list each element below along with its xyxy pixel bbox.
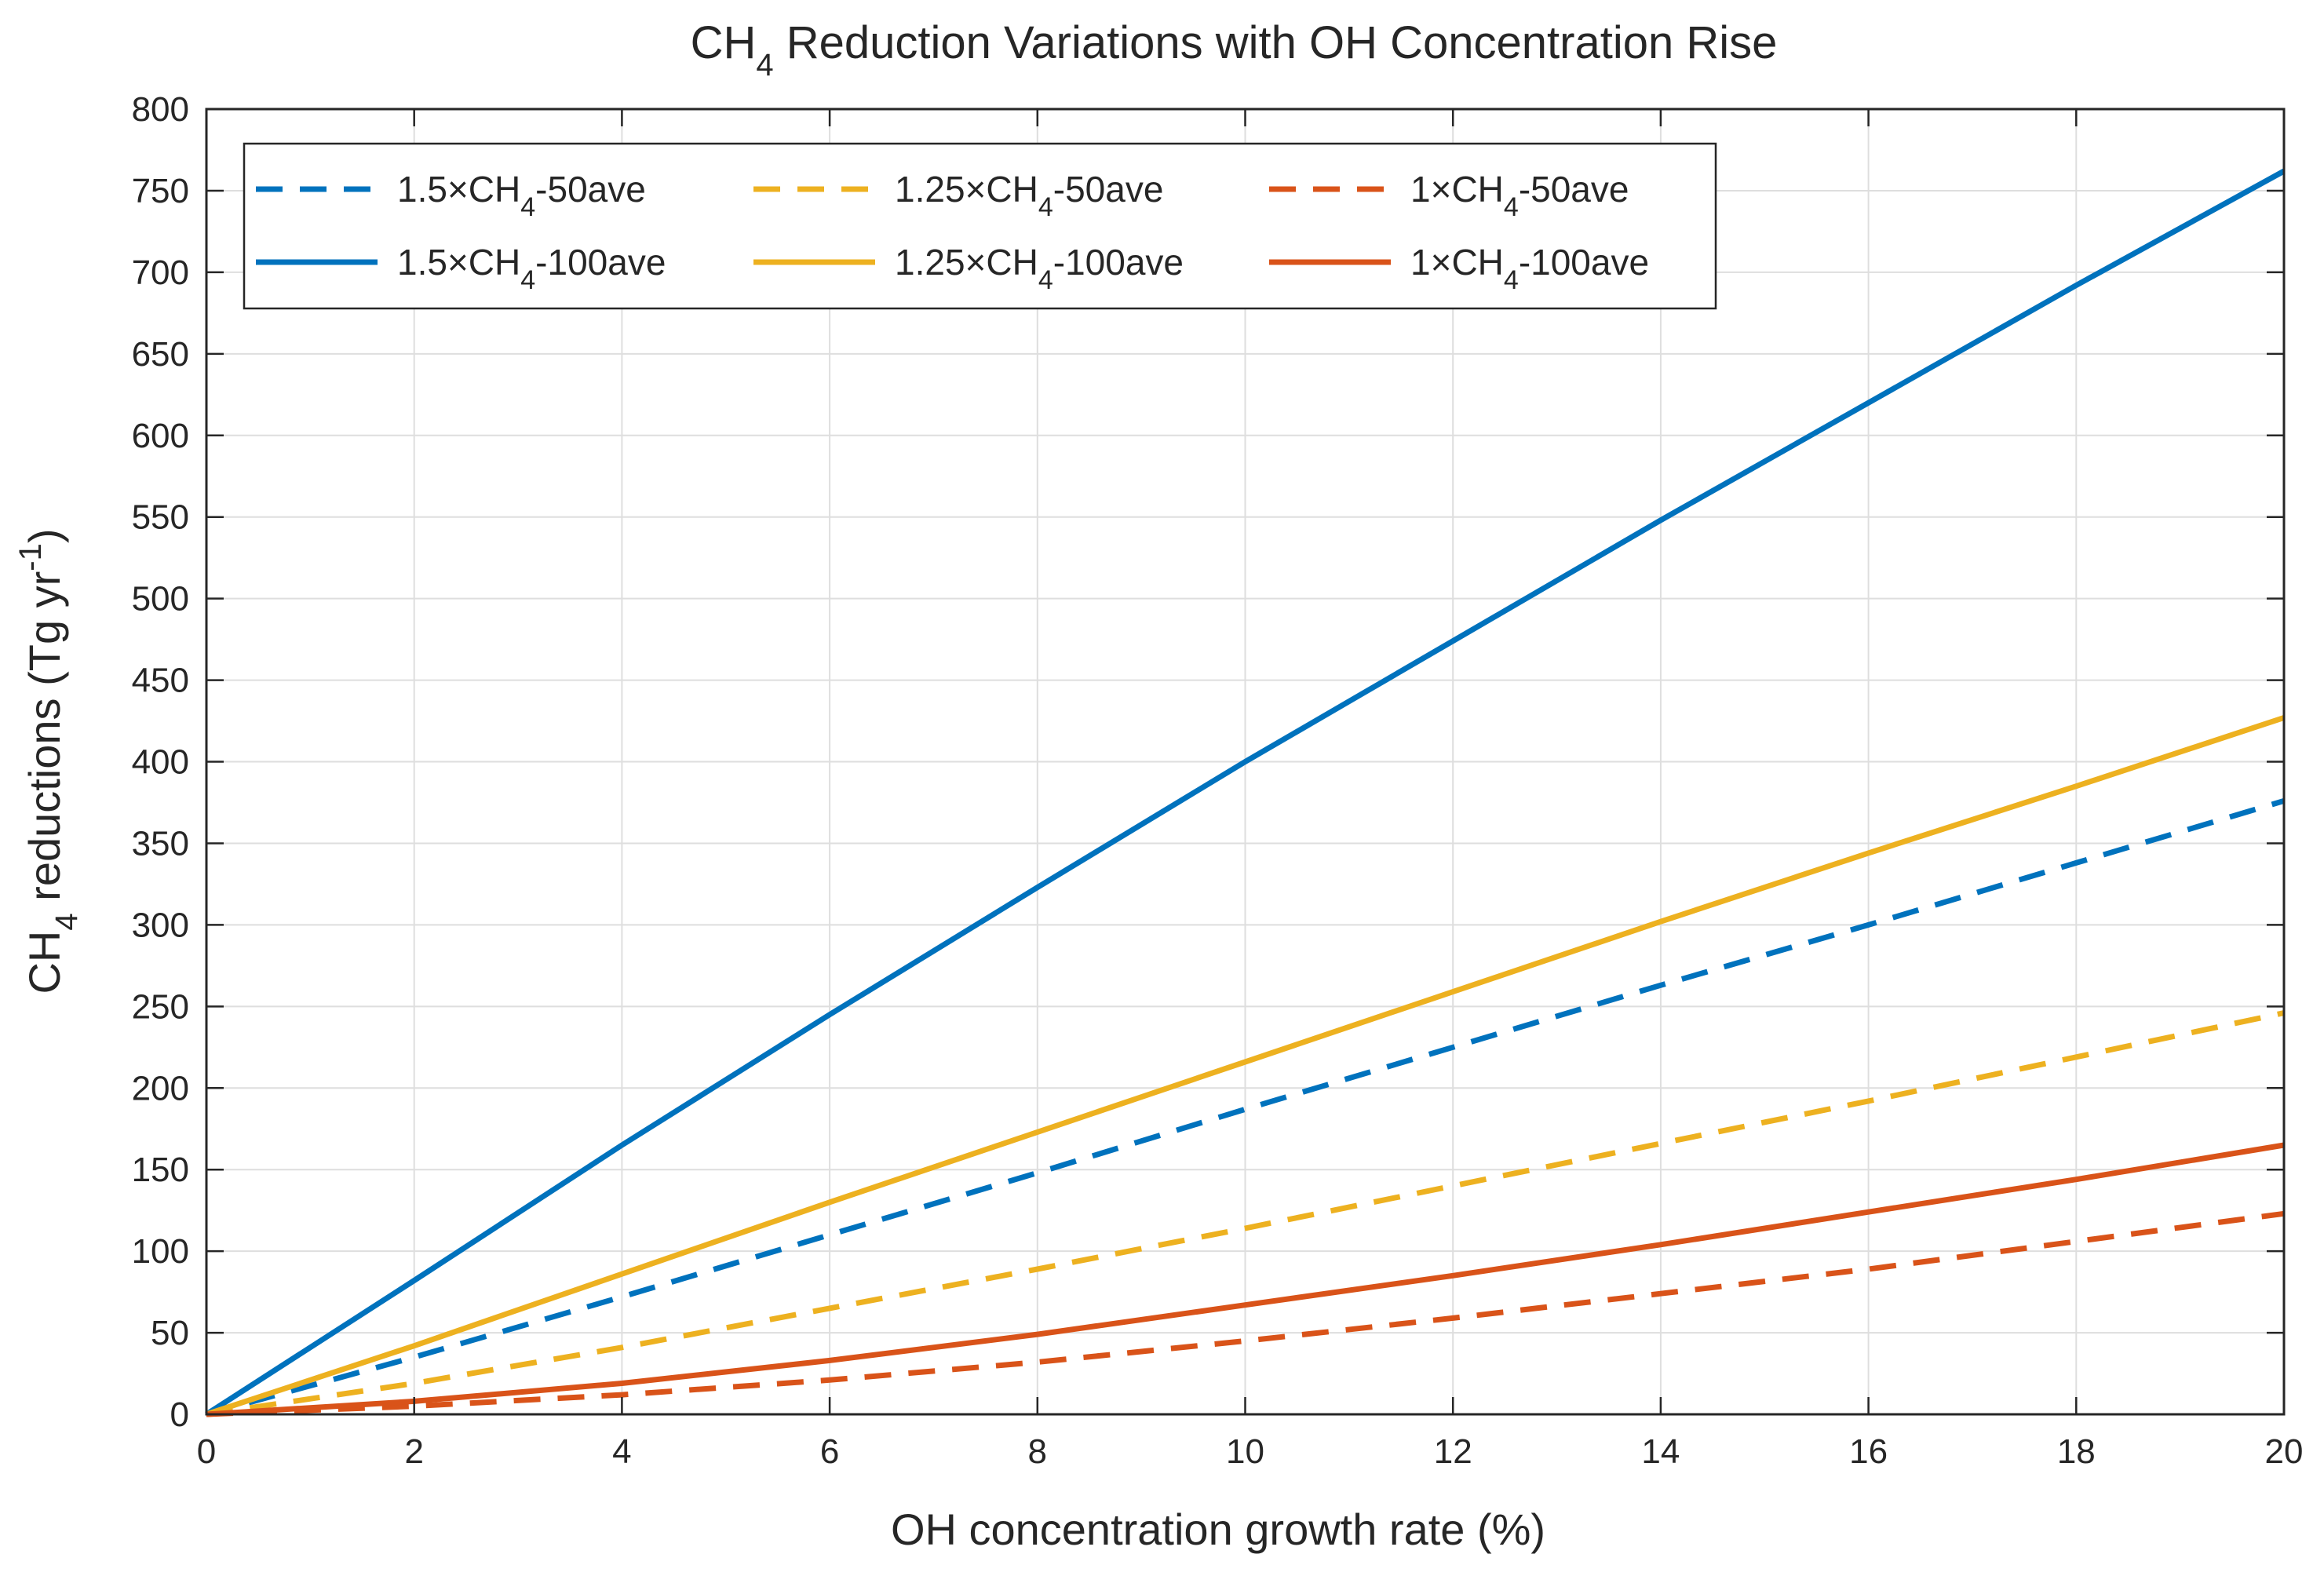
- x-tick-label: 16: [1849, 1432, 1888, 1471]
- x-tick-label: 8: [1028, 1432, 1047, 1471]
- y-tick-label: 100: [132, 1232, 189, 1271]
- y-tick-label: 800: [132, 90, 189, 129]
- x-tick-label: 12: [1434, 1432, 1472, 1471]
- series-lines: [205, 168, 2286, 1417]
- x-tick-label: 0: [197, 1432, 216, 1471]
- x-tick-label: 18: [2057, 1432, 2096, 1471]
- legend-label: 1×CH4-50ave: [1410, 169, 1629, 222]
- x-tick-label: 2: [404, 1432, 423, 1471]
- y-axis-ticks: 0 50 100 150 200 250 300 350 400 450 500 550 600 650 7…: [132, 90, 2284, 1434]
- y-tick-label: 650: [132, 335, 189, 374]
- grid: [206, 109, 2284, 1414]
- y-tick-label: 350: [132, 824, 189, 863]
- y-tick-label: 250: [132, 987, 189, 1026]
- series-line: [206, 798, 2286, 1417]
- x-axis-label: OH concentration growth rate (%): [891, 1505, 1545, 1554]
- series-line: [206, 1210, 2285, 1417]
- x-axis-ticks: 0 2 4 6 8 10 12 14 16 18 20: [197, 109, 2304, 1471]
- legend-label: 1.5×CH4-50ave: [397, 169, 646, 222]
- series-line: [206, 1010, 2285, 1417]
- legend-label: 1×CH4-100ave: [1410, 242, 1649, 295]
- x-tick-label: 4: [612, 1432, 631, 1471]
- x-tick-label: 14: [1641, 1432, 1680, 1471]
- x-tick-label: 10: [1226, 1432, 1264, 1471]
- y-tick-label: 750: [132, 172, 189, 210]
- x-tick-label: 6: [820, 1432, 839, 1471]
- series-line: [205, 715, 2286, 1417]
- y-tick-label: 200: [132, 1069, 189, 1107]
- series-line: [206, 1142, 2285, 1417]
- y-tick-label: 400: [132, 743, 189, 782]
- y-tick-label: 600: [132, 417, 189, 455]
- legend-label: 1.25×CH4-50ave: [895, 169, 1163, 222]
- legend-box: [243, 142, 1717, 310]
- y-tick-label: 300: [132, 906, 189, 944]
- y-tick-label: 550: [132, 498, 189, 537]
- series-line: [205, 168, 2286, 1417]
- y-tick-label: 700: [132, 254, 189, 292]
- y-tick-label: 450: [132, 662, 189, 700]
- x-tick-label: 20: [2265, 1432, 2304, 1471]
- y-tick-label: 50: [151, 1314, 189, 1352]
- y-axis-label: CH4 reductions (Tg yr-1): [13, 528, 84, 994]
- y-tick-label: 0: [170, 1395, 189, 1434]
- chart-title: CH4 Reduction Variations with OH Concent…: [691, 17, 1778, 82]
- y-tick-label: 150: [132, 1151, 189, 1189]
- legend-label: 1.25×CH4-100ave: [895, 242, 1184, 295]
- legend-label: 1.5×CH4-100ave: [397, 242, 666, 295]
- y-tick-label: 500: [132, 580, 189, 618]
- legend: 1.5×CH4-50ave 1.25×CH4-50ave 1×CH4-50ave 1.…: [243, 142, 1717, 310]
